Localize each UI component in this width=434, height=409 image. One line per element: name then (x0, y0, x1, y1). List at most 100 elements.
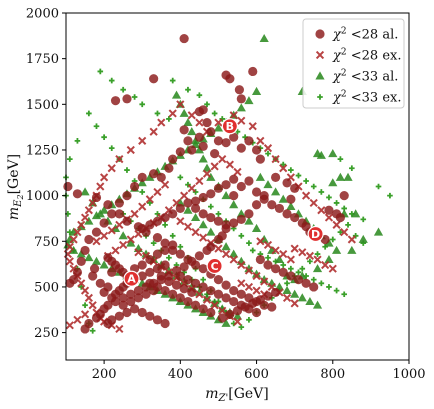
data-point-triangle (118, 231, 128, 240)
data-point-circle (171, 280, 182, 290)
data-point-circle (91, 192, 102, 203)
data-point-circle (282, 178, 292, 188)
data-point-circle (179, 33, 189, 44)
data-point-circle (160, 318, 170, 329)
data-point-plus (326, 284, 332, 290)
data-point-circle (290, 212, 300, 223)
data-point-circle (175, 293, 185, 303)
data-point-x (202, 169, 212, 178)
data-point-circle (160, 238, 170, 248)
data-point-circle (286, 194, 296, 204)
data-point-plus (307, 258, 313, 265)
data-point-circle (229, 296, 239, 307)
data-point-circle (271, 172, 281, 182)
data-point-circle (198, 264, 208, 274)
annotation-marker-b (221, 118, 238, 135)
data-point-x (271, 246, 280, 255)
data-point-x (225, 160, 234, 169)
data-point-circle (145, 278, 155, 288)
data-point-x (107, 226, 116, 235)
data-point-triangle (244, 264, 254, 273)
data-point-triangle (217, 304, 227, 313)
data-point-x (214, 244, 223, 253)
data-point-plus (208, 203, 214, 210)
data-point-triangle (194, 287, 204, 296)
data-point-x (84, 293, 93, 303)
data-point-triangle (251, 86, 262, 95)
data-point-plus (299, 265, 306, 272)
data-point-circle (290, 183, 300, 193)
data-point-triangle (351, 209, 361, 218)
data-point-x (321, 260, 330, 270)
data-point-triangle (255, 172, 265, 181)
data-point-circle (130, 304, 140, 314)
data-point-plus (337, 229, 344, 235)
data-point-circle (267, 302, 277, 312)
data-point-circle (248, 298, 258, 308)
data-point-plus (265, 254, 271, 261)
data-point-plus (375, 183, 382, 190)
data-point-x (160, 180, 170, 189)
data-point-plus (288, 265, 294, 272)
data-point-plus (318, 280, 325, 287)
data-point-triangle (187, 282, 197, 291)
data-point-plus (341, 291, 348, 298)
data-point-triangle (187, 127, 197, 136)
data-point-triangle (278, 194, 288, 203)
data-point-triangle (183, 117, 193, 127)
data-point-triangle (198, 154, 208, 163)
data-point-triangle (347, 245, 357, 254)
data-point-x (244, 266, 254, 275)
data-point-circle (175, 249, 185, 259)
data-point-circle (114, 198, 124, 208)
data-point-circle (244, 176, 254, 186)
data-point-circle (152, 216, 163, 226)
data-point-x (290, 299, 299, 308)
data-point-plus (120, 86, 126, 93)
data-point-circle (255, 295, 265, 305)
data-point-circle (198, 209, 208, 219)
data-point-triangle (282, 286, 292, 295)
data-point-triangle (297, 293, 307, 302)
data-point-plus (89, 327, 96, 334)
data-point-x (73, 315, 82, 324)
data-point-circle (145, 311, 155, 321)
data-point-x (340, 228, 349, 237)
data-point-circle (198, 304, 208, 314)
data-point-circle (175, 147, 185, 157)
data-point-x (195, 290, 204, 299)
data-point-plus (177, 174, 184, 181)
legend-marker-circle (315, 29, 325, 39)
data-point-x (271, 154, 280, 164)
data-point-triangle (76, 249, 86, 258)
data-point-plus (280, 161, 287, 168)
data-point-circle (244, 209, 254, 219)
data-point-circle (137, 260, 147, 270)
data-points-layer (63, 33, 393, 334)
data-point-plus (166, 116, 172, 122)
data-point-circle (236, 181, 246, 192)
data-point-circle (236, 289, 246, 299)
data-point-x (180, 191, 189, 200)
data-point-circle (76, 256, 86, 266)
data-point-plus (345, 222, 351, 228)
data-point-x (65, 257, 74, 266)
data-point-circle (213, 136, 224, 146)
data-point-plus (219, 116, 226, 122)
data-point-circle (206, 127, 216, 137)
data-point-circle (183, 296, 193, 307)
data-point-circle (213, 234, 224, 245)
legend-label: χ2 <28 al. (332, 27, 398, 43)
data-point-plus (349, 165, 355, 172)
data-point-x (221, 249, 231, 259)
data-point-plus (387, 192, 393, 199)
data-point-circle (259, 194, 269, 204)
data-point-circle (168, 154, 178, 164)
data-point-plus (67, 156, 73, 162)
data-point-plus (154, 211, 161, 217)
data-point-triangle (251, 269, 262, 278)
data-point-x (256, 136, 265, 145)
data-point-circle (160, 260, 170, 270)
data-point-plus (329, 236, 336, 243)
data-point-circle (133, 286, 144, 296)
